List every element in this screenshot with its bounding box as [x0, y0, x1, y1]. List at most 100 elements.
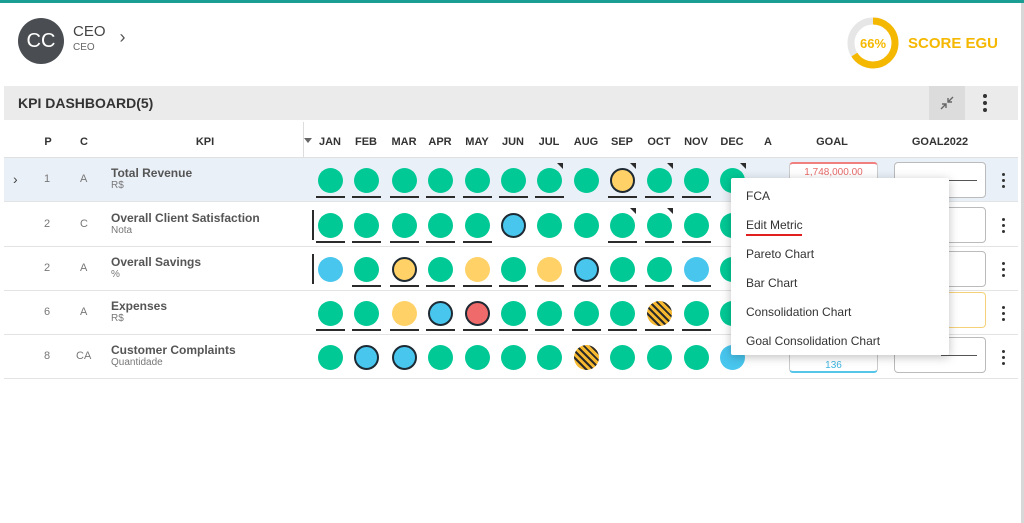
menu-item-goal-consolidation-chart[interactable]: Goal Consolidation Chart [746, 334, 881, 348]
table-row[interactable]: 8 CA Customer Complaints Quantidade 136 [4, 335, 1018, 379]
chevron-right-icon[interactable]: › [119, 26, 126, 47]
col-month[interactable]: JUL [538, 136, 560, 148]
status-dot[interactable] [465, 168, 490, 193]
status-dot[interactable] [392, 257, 417, 282]
status-dot[interactable] [684, 345, 709, 370]
table-row[interactable]: 2 C Overall Client Satisfaction Nota [4, 203, 1018, 247]
col-month[interactable]: DEC [720, 136, 744, 148]
status-dot[interactable] [428, 345, 453, 370]
status-underline [426, 329, 455, 331]
status-dot[interactable] [428, 257, 453, 282]
expand-chevron-icon[interactable]: › [13, 171, 18, 187]
status-dot[interactable] [537, 213, 562, 238]
status-dot[interactable] [610, 301, 635, 326]
status-dot[interactable] [574, 168, 599, 193]
status-dot[interactable] [537, 257, 562, 282]
status-dot[interactable] [465, 301, 490, 326]
status-dot[interactable] [354, 301, 379, 326]
status-dot[interactable] [684, 168, 709, 193]
col-month[interactable]: SEP [610, 136, 633, 148]
status-dot[interactable] [684, 257, 709, 282]
col-p[interactable]: P [44, 136, 52, 148]
kpi-name[interactable]: Overall Savings [111, 255, 202, 269]
col-month[interactable]: NOV [684, 136, 708, 148]
status-dot[interactable] [428, 168, 453, 193]
col-kpi[interactable]: KPI [195, 136, 215, 148]
status-dot[interactable] [537, 345, 562, 370]
menu-item-fca[interactable]: FCA [746, 189, 770, 203]
collapse-icon [940, 96, 954, 110]
status-dot[interactable] [647, 301, 672, 326]
col-goal[interactable]: GOAL [816, 136, 848, 148]
status-dot[interactable] [354, 345, 379, 370]
kpi-name[interactable]: Overall Client Satisfaction [111, 211, 260, 225]
status-dot[interactable] [465, 213, 490, 238]
status-dot[interactable] [610, 257, 635, 282]
status-dot[interactable] [610, 345, 635, 370]
menu-item-bar-chart[interactable]: Bar Chart [746, 276, 798, 290]
status-dot[interactable] [684, 213, 709, 238]
status-dot[interactable] [465, 345, 490, 370]
status-dot[interactable] [501, 168, 526, 193]
menu-item-pareto-chart[interactable]: Pareto Chart [746, 247, 815, 261]
status-dot[interactable] [318, 301, 343, 326]
col-month[interactable]: MAY [465, 136, 489, 148]
sort-caret-icon[interactable] [304, 138, 312, 143]
col-month[interactable]: OCT [647, 136, 671, 148]
status-dot[interactable] [574, 345, 599, 370]
status-dot[interactable] [354, 168, 379, 193]
status-dot[interactable] [647, 257, 672, 282]
row-menu-button[interactable] [998, 259, 1008, 279]
menu-item-consolidation-chart[interactable]: Consolidation Chart [746, 305, 852, 319]
status-dot[interactable] [501, 213, 526, 238]
col-c[interactable]: C [80, 136, 88, 148]
row-menu-button[interactable] [998, 170, 1008, 190]
status-dot[interactable] [684, 301, 709, 326]
row-menu-button[interactable] [998, 347, 1008, 367]
status-dot[interactable] [574, 301, 599, 326]
status-dot[interactable] [428, 301, 453, 326]
user-profile[interactable]: CC CEO CEO › [18, 18, 126, 64]
status-dot[interactable] [465, 257, 490, 282]
status-dot[interactable] [647, 168, 672, 193]
status-dot[interactable] [392, 168, 417, 193]
status-dot[interactable] [318, 213, 343, 238]
status-dot[interactable] [392, 213, 417, 238]
status-dot[interactable] [647, 345, 672, 370]
status-dot[interactable] [537, 301, 562, 326]
row-menu-button[interactable] [998, 303, 1008, 323]
status-dot[interactable] [501, 257, 526, 282]
col-goal2022[interactable]: GOAL2022 [911, 136, 969, 148]
kpi-name[interactable]: Total Revenue [111, 166, 193, 180]
col-a[interactable]: A [764, 136, 772, 148]
col-month[interactable]: JAN [318, 136, 341, 148]
status-dot[interactable] [392, 345, 417, 370]
status-dot[interactable] [354, 257, 379, 282]
status-dot[interactable] [610, 168, 635, 193]
status-dot[interactable] [647, 213, 672, 238]
col-month[interactable]: MAR [391, 136, 417, 148]
status-dot[interactable] [318, 168, 343, 193]
status-dot[interactable] [574, 213, 599, 238]
status-dot[interactable] [428, 213, 453, 238]
status-dot[interactable] [574, 257, 599, 282]
col-month[interactable]: APR [428, 136, 452, 148]
kpi-name[interactable]: Customer Complaints [111, 343, 236, 357]
row-menu-button[interactable] [998, 215, 1008, 235]
status-dot[interactable] [318, 257, 343, 282]
status-dot[interactable] [610, 213, 635, 238]
col-month[interactable]: AUG [573, 136, 599, 148]
status-dot[interactable] [354, 213, 379, 238]
scrollbar[interactable] [1021, 3, 1024, 523]
status-dot[interactable] [501, 345, 526, 370]
kpi-name[interactable]: Expenses [111, 299, 168, 313]
status-dot[interactable] [318, 345, 343, 370]
status-dot[interactable] [537, 168, 562, 193]
status-dot[interactable] [392, 301, 417, 326]
menu-item-edit-metric[interactable]: Edit Metric [731, 211, 949, 240]
col-month[interactable]: FEB [355, 136, 377, 148]
status-dot[interactable] [501, 301, 526, 326]
col-month[interactable]: JUN [501, 136, 524, 148]
more-options-button[interactable] [970, 86, 1000, 120]
collapse-button[interactable] [929, 86, 965, 120]
